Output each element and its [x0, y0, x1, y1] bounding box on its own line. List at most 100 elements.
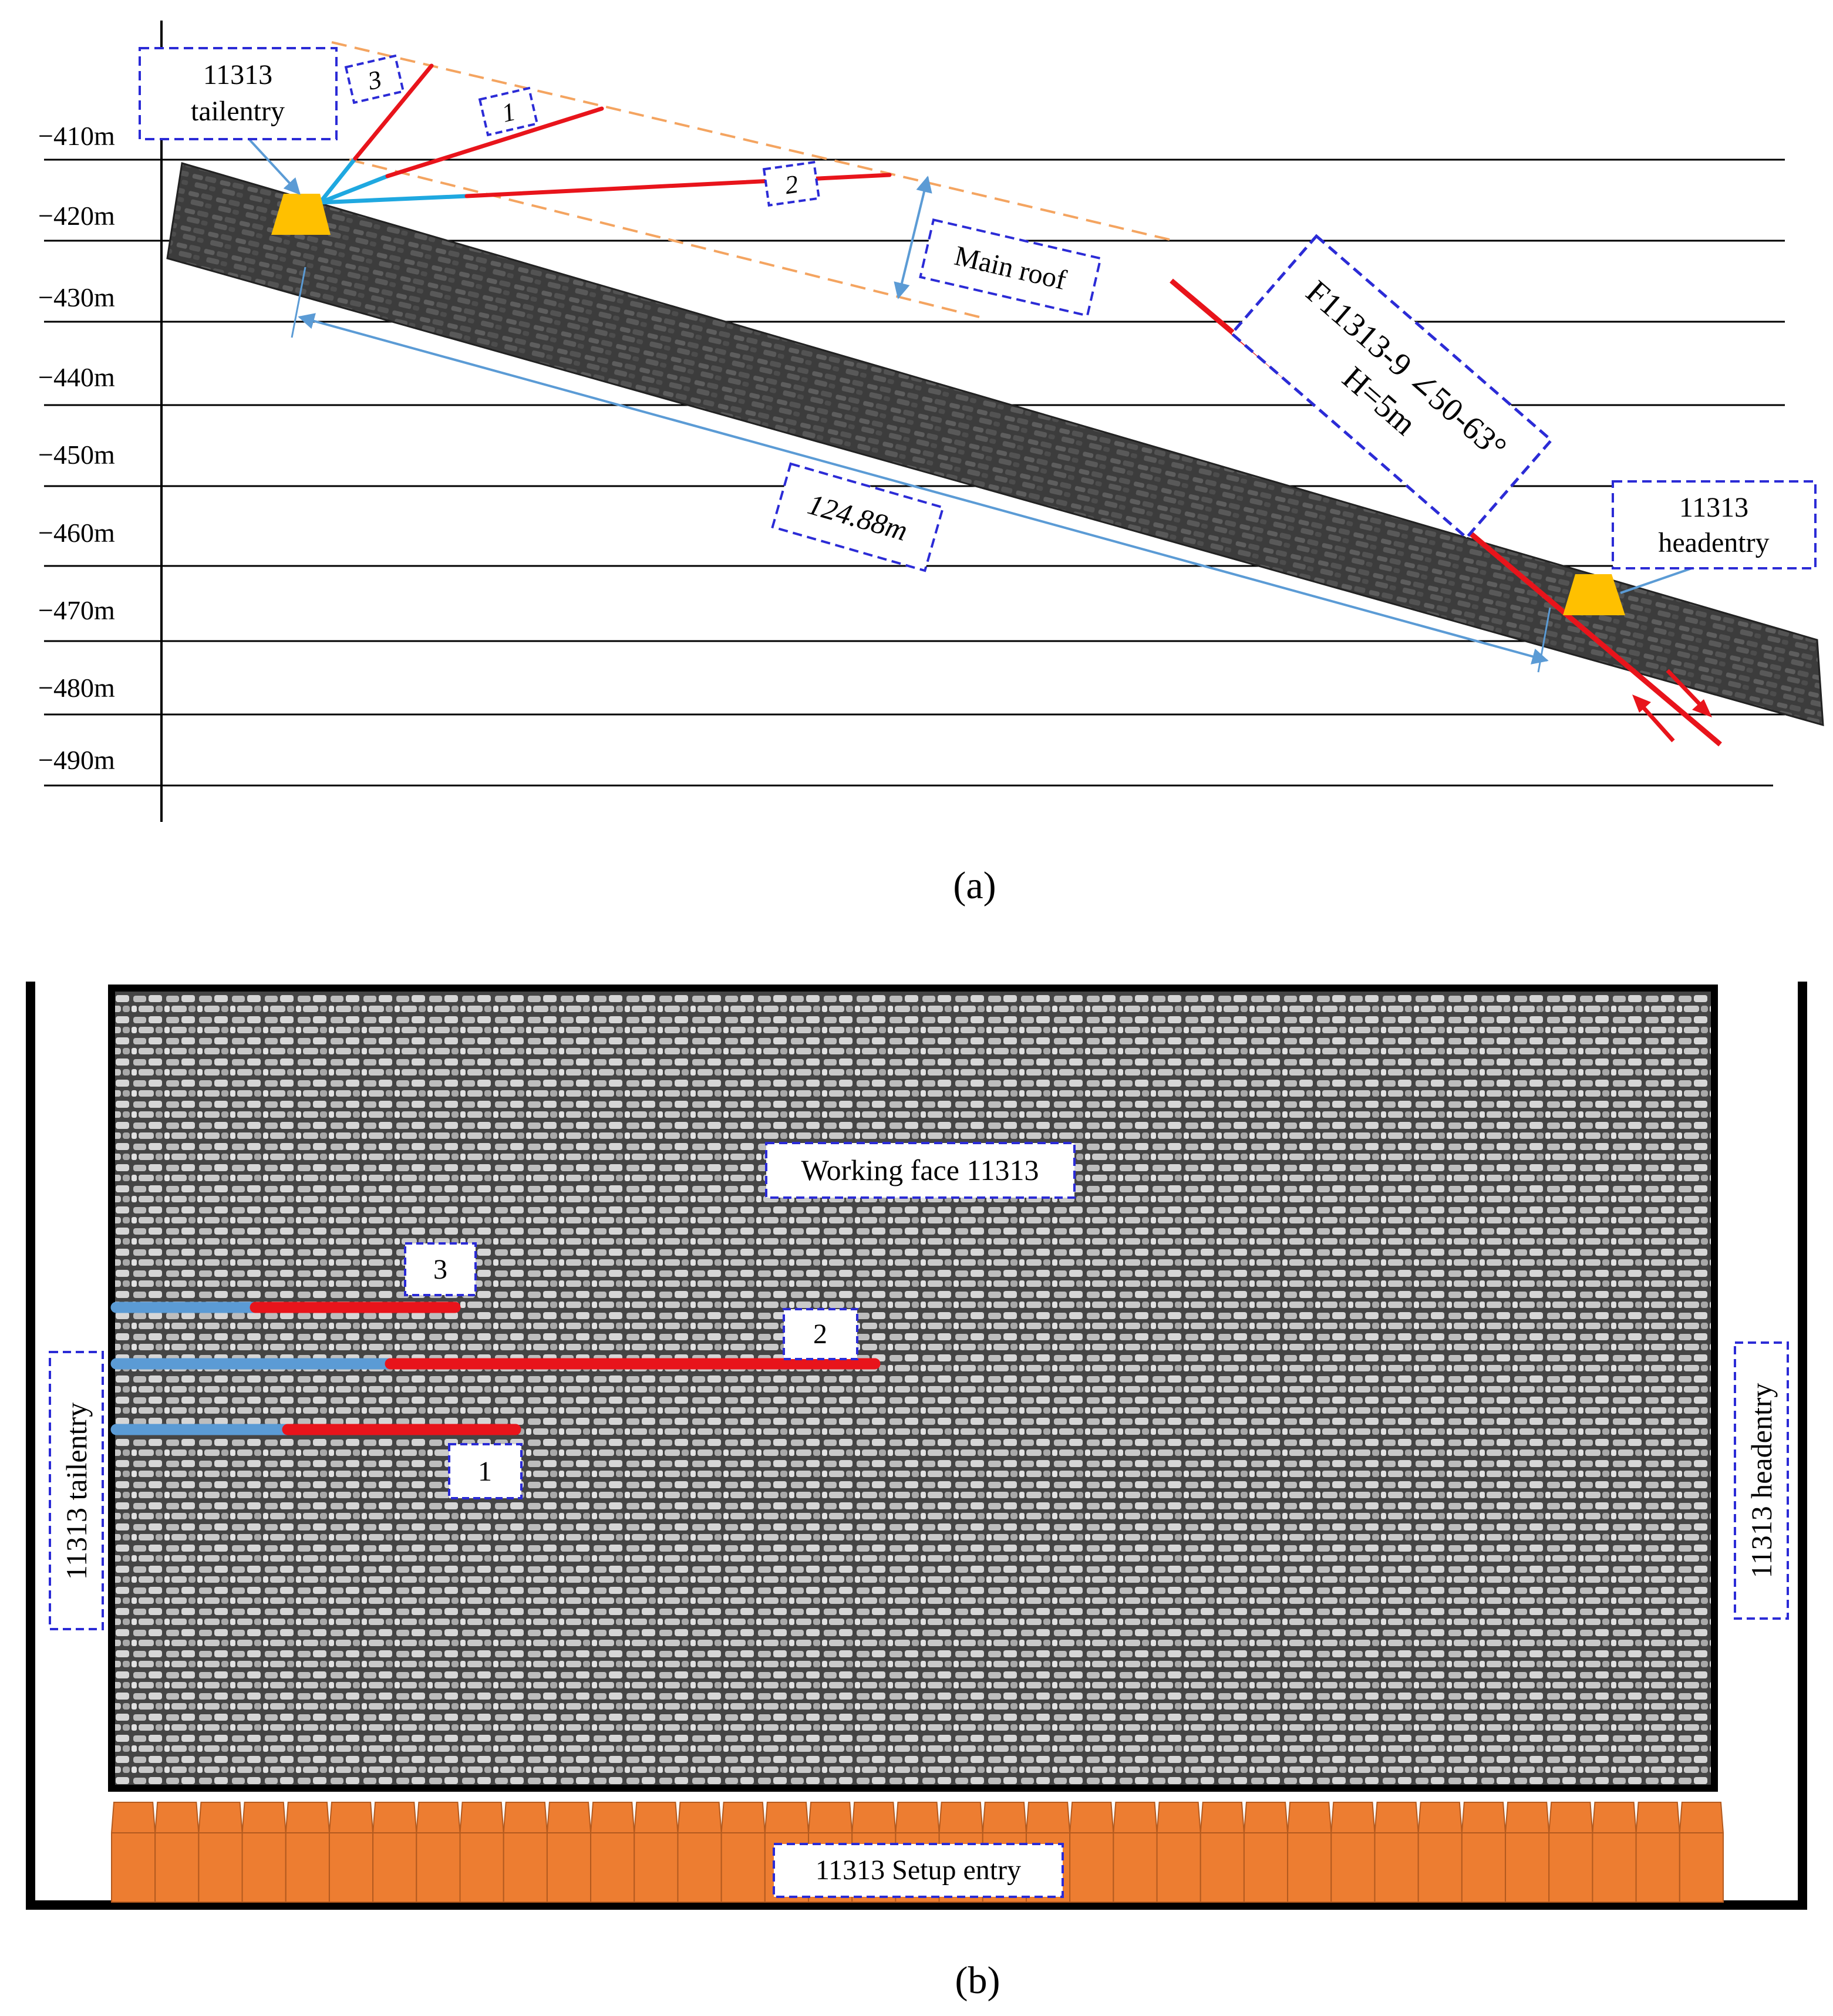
support-base	[1461, 1832, 1507, 1903]
support-canopy	[503, 1802, 548, 1833]
support-canopy	[459, 1802, 504, 1833]
support-canopy	[895, 1802, 940, 1833]
headentry-label-box: 11313 headentry	[1612, 480, 1817, 569]
headentry-label-line1: 11313	[1679, 492, 1748, 523]
borehole-1-red	[385, 106, 604, 178]
support-base	[241, 1832, 287, 1903]
support-canopy	[1069, 1802, 1114, 1833]
headentry-roadway	[1563, 574, 1625, 615]
distance-ext-left	[291, 267, 306, 338]
caption-a: (a)	[953, 864, 996, 907]
support-canopy	[1243, 1802, 1289, 1833]
support-canopy	[285, 1802, 331, 1833]
depth-label: −420m	[38, 201, 115, 231]
support-canopy	[720, 1802, 766, 1833]
panel-b: Working face 11313 3 2 1 11313	[26, 982, 1807, 2002]
distance-dimension-line	[298, 313, 1549, 665]
main-roof-upper	[331, 41, 1175, 242]
support-canopy	[416, 1802, 461, 1833]
depth-label: −490m	[38, 745, 115, 775]
borehole-2-cyan	[318, 194, 469, 205]
support-base	[416, 1832, 461, 1903]
boreholes-plan	[110, 1302, 881, 1435]
support-canopy	[546, 1802, 592, 1833]
support-canopy	[1635, 1802, 1680, 1833]
main-roof-label-box: Main roof	[919, 218, 1102, 317]
working-face-block	[108, 985, 1718, 1792]
support-canopy	[328, 1802, 374, 1833]
depth-label: −410m	[38, 121, 115, 151]
plan-hole-3-box: 3	[404, 1242, 477, 1296]
support-base	[1374, 1832, 1419, 1903]
borehole-2-red	[464, 173, 892, 198]
distance-label-box: 124.88m	[771, 462, 945, 572]
support-canopy	[1156, 1802, 1201, 1833]
support-canopy	[1461, 1802, 1507, 1833]
tailentry-roadway	[271, 194, 331, 235]
setup-entry-label-box: 11313 Setup entry	[773, 1843, 1064, 1898]
plan-tailentry-label-box: 11313 tailentry	[49, 1351, 104, 1630]
support-base	[285, 1832, 330, 1903]
support-canopy	[634, 1802, 679, 1833]
support-base	[1417, 1832, 1463, 1903]
borehole-1-cyan	[318, 174, 390, 205]
tailentry-leader	[248, 139, 301, 195]
support-canopy	[154, 1802, 200, 1833]
support-canopy	[372, 1802, 417, 1833]
support-canopy	[807, 1802, 853, 1833]
section-hole-2-box: 2	[762, 161, 821, 207]
support-base	[1679, 1832, 1724, 1903]
support-canopy	[590, 1802, 635, 1833]
support-base	[1287, 1832, 1332, 1903]
support-canopy	[851, 1802, 897, 1833]
headentry-leader	[1620, 565, 1697, 594]
plan-hole-3-label: 3	[433, 1254, 447, 1285]
support-base	[1592, 1832, 1637, 1903]
depth-label: −450m	[38, 440, 115, 470]
support-base	[1635, 1832, 1680, 1903]
tailentry-label-box: 11313 tailentry	[139, 47, 338, 140]
support-canopy	[1374, 1802, 1419, 1833]
support-base	[1069, 1832, 1114, 1903]
support-canopy	[1679, 1802, 1724, 1833]
plan-hole-1-box: 1	[448, 1443, 523, 1499]
plan-hole-2-label: 2	[813, 1319, 827, 1350]
main-roof-lower	[349, 159, 980, 318]
section-hole-3-box: 3	[344, 54, 405, 104]
support-canopy	[110, 1802, 156, 1833]
depth-label: −470m	[38, 595, 115, 625]
depth-label: −440m	[38, 362, 115, 392]
panel-a: −410m −420m −430m −440m −450m −460m −470…	[38, 21, 1824, 907]
support-base	[634, 1832, 679, 1903]
support-canopy	[764, 1802, 810, 1833]
support-base	[720, 1832, 766, 1903]
support-canopy	[1199, 1802, 1245, 1833]
depth-labels: −410m −420m −430m −440m −450m −460m −470…	[38, 121, 115, 775]
support-canopy	[938, 1802, 983, 1833]
setup-entry-label: 11313 Setup entry	[816, 1855, 1021, 1886]
support-canopy	[1330, 1802, 1376, 1833]
plan-hole-1-label-text: 1	[478, 1456, 492, 1487]
support-base	[111, 1832, 156, 1903]
support-base	[1330, 1832, 1376, 1903]
boreholes-section	[318, 63, 892, 205]
support-base	[1113, 1832, 1158, 1903]
support-base	[154, 1832, 200, 1903]
support-canopy	[241, 1802, 287, 1833]
support-base	[198, 1832, 243, 1903]
plan-headentry-label-box: 11313 headentry	[1734, 1341, 1789, 1620]
tailentry-label-line2: tailentry	[191, 96, 285, 127]
support-base	[590, 1832, 635, 1903]
headentry-label-line2: headentry	[1658, 527, 1769, 558]
support-canopy	[1592, 1802, 1637, 1833]
support-base	[503, 1832, 548, 1903]
main-roof-bounds	[331, 41, 1175, 318]
support-base	[459, 1832, 504, 1903]
fault-slip-arrow-up-head	[1632, 695, 1651, 713]
support-canopy	[198, 1802, 243, 1833]
support-base	[1243, 1832, 1289, 1903]
depth-label: −430m	[38, 282, 115, 312]
support-canopy	[677, 1802, 722, 1833]
support-base	[1505, 1832, 1550, 1903]
